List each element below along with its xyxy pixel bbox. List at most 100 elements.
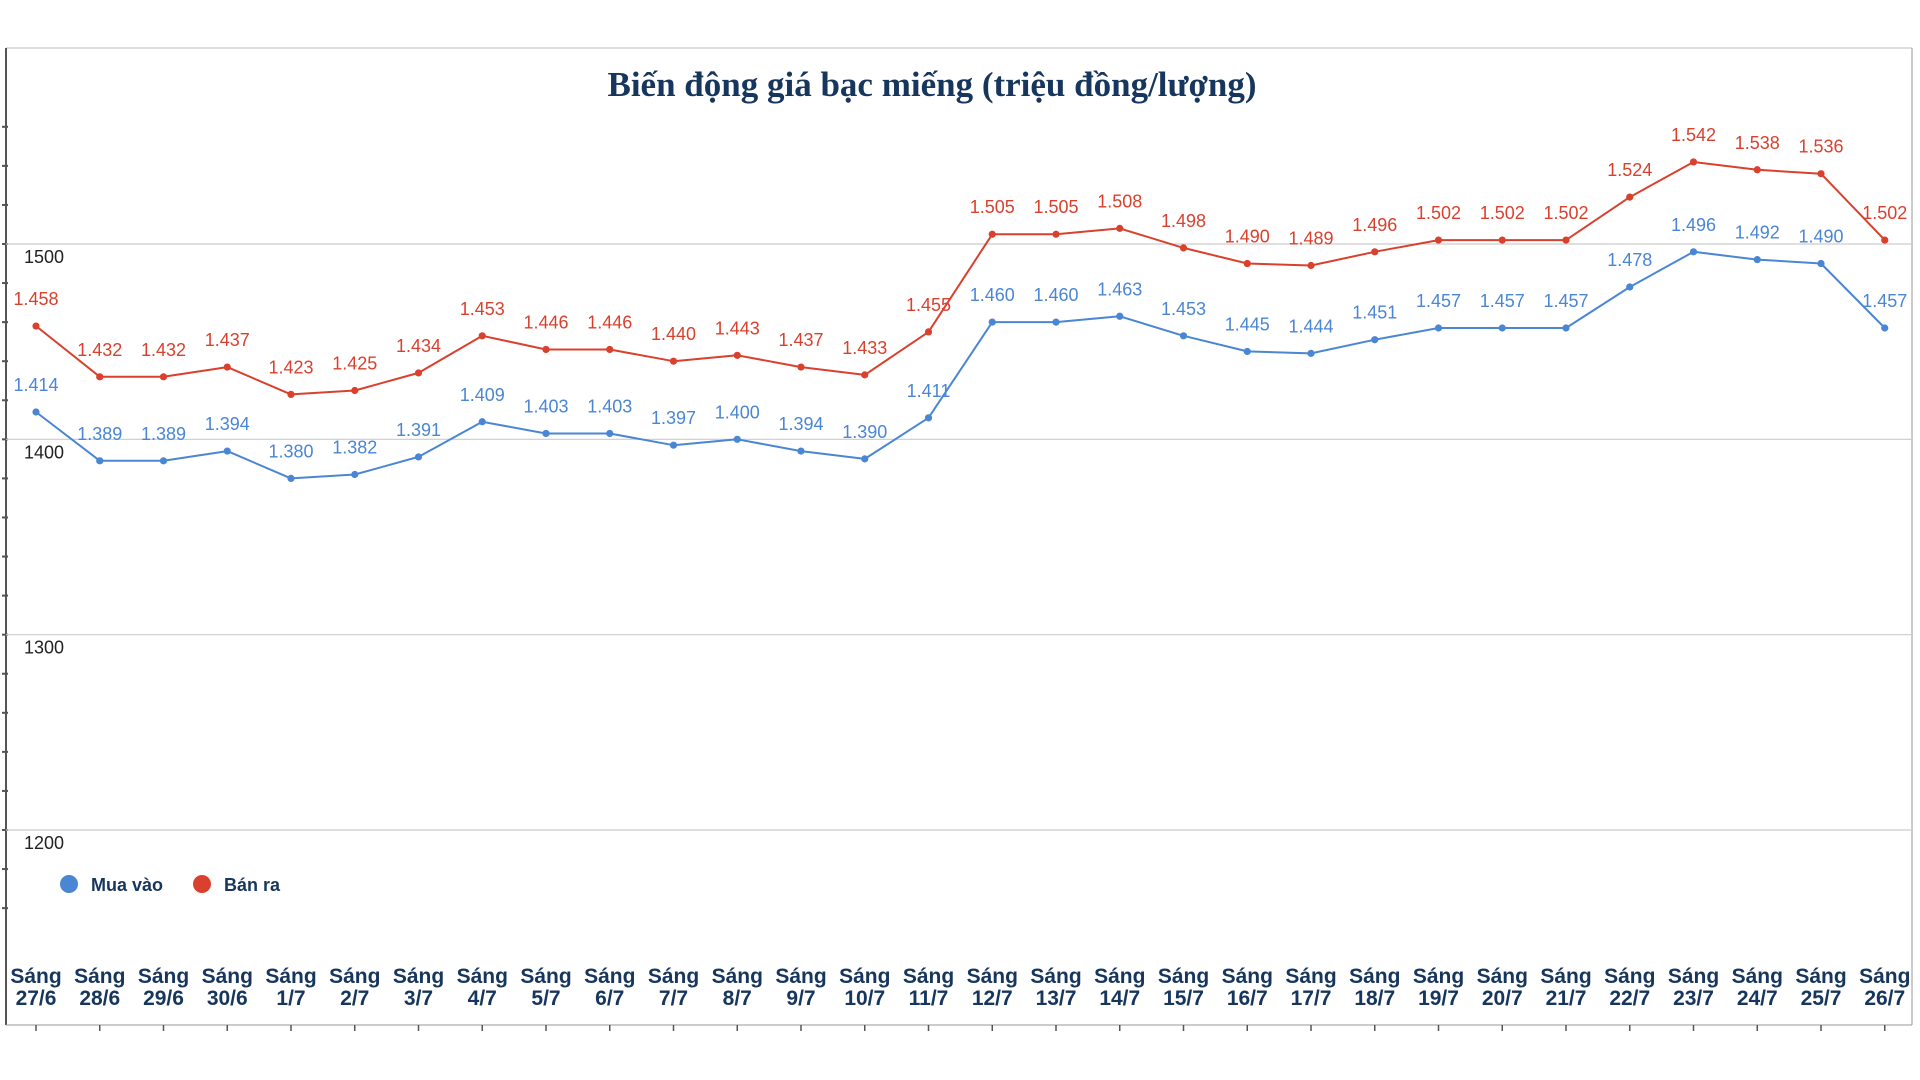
data-point[interactable] [1753,166,1761,174]
data-label: 1.380 [268,441,313,461]
data-point[interactable] [1371,336,1379,344]
data-point[interactable] [1243,347,1251,356]
data-point[interactable] [414,369,423,377]
data-point[interactable] [1371,248,1379,256]
data-point[interactable] [223,363,231,371]
data-point[interactable] [669,357,678,365]
data-label: 1.394 [778,414,823,434]
data-label: 1.390 [842,422,887,442]
x-category-date: 28/6 [79,987,120,1010]
data-label: 1.457 [1862,291,1907,311]
data-point[interactable] [1817,259,1825,268]
data-point[interactable] [1498,324,1506,332]
x-category-label: Sáng [393,965,444,988]
data-label: 1.505 [1033,197,1078,217]
data-point[interactable] [1179,244,1188,252]
data-point[interactable] [1562,236,1570,244]
data-point[interactable] [1243,259,1251,268]
x-category-label: Sáng [1285,965,1336,988]
data-point[interactable] [1052,318,1060,326]
data-point[interactable] [1753,256,1761,264]
data-point[interactable] [159,373,168,381]
data-point[interactable] [223,447,231,455]
data-point[interactable] [351,386,359,395]
data-label: 1.490 [1225,227,1270,247]
x-category-label: Sáng [1732,965,1783,988]
data-label: 1.502 [1862,203,1907,223]
x-category-label: Sáng [775,965,826,988]
x-category-label: Sáng [1859,965,1910,988]
legend-item-buy[interactable]: Mua vào [60,875,163,895]
data-point[interactable] [1179,332,1188,340]
data-point[interactable] [1052,230,1060,238]
data-label: 1.524 [1607,160,1652,180]
data-point[interactable] [287,474,295,482]
data-point[interactable] [32,408,40,416]
series-line-buy [35,250,1886,480]
data-point[interactable] [924,328,933,336]
data-point[interactable] [478,418,486,426]
data-point[interactable] [542,429,550,438]
data-point[interactable] [96,457,104,465]
x-category-date: 1/7 [276,987,305,1010]
data-point[interactable] [988,318,996,326]
data-point[interactable] [797,447,805,455]
data-label: 1.496 [1671,215,1716,235]
data-point[interactable] [1817,170,1825,178]
data-point[interactable] [1626,193,1634,201]
data-point[interactable] [1116,312,1124,320]
data-point[interactable] [606,345,614,354]
data-point[interactable] [861,371,869,379]
x-category-date: 10/7 [844,987,885,1010]
data-point[interactable] [1689,158,1698,166]
legend-label-buy: Mua vào [91,875,163,895]
data-point[interactable] [924,414,933,422]
data-point[interactable] [1434,236,1443,244]
data-point[interactable] [733,435,741,443]
data-label: 1.492 [1735,223,1780,243]
data-label: 1.451 [1352,303,1397,323]
data-point[interactable] [988,230,996,238]
data-point[interactable] [287,390,295,399]
data-label: 1.446 [523,312,568,332]
x-category-date: 11/7 [909,987,949,1010]
x-category-date: 29/6 [143,987,184,1010]
data-point[interactable] [1116,224,1124,232]
data-point[interactable] [1434,324,1443,332]
data-label: 1.409 [460,385,505,405]
data-label: 1.391 [396,420,441,440]
data-label: 1.443 [715,318,760,338]
data-point[interactable] [159,457,168,465]
x-category-date: 12/7 [972,987,1013,1010]
data-point[interactable] [797,363,805,371]
data-point[interactable] [96,373,104,381]
data-point[interactable] [1498,236,1506,244]
data-point[interactable] [606,429,614,438]
data-point[interactable] [1562,324,1570,332]
data-label: 1.490 [1798,227,1843,247]
x-category-label: Sáng [839,965,890,988]
data-point[interactable] [351,470,359,479]
data-label: 1.433 [842,338,887,358]
data-label: 1.496 [1352,215,1397,235]
data-point[interactable] [733,351,741,359]
data-point[interactable] [1307,349,1315,357]
data-point[interactable] [478,332,486,340]
legend-item-sell[interactable]: Bán ra [193,875,281,895]
data-point[interactable] [542,345,550,354]
data-point[interactable] [1881,324,1889,332]
data-point[interactable] [414,453,423,461]
data-point[interactable] [861,455,869,463]
x-category-label: Sáng [1540,965,1591,988]
data-point[interactable] [1689,248,1698,256]
data-point[interactable] [1626,283,1634,291]
data-point[interactable] [669,441,678,449]
data-label: 1.505 [970,197,1015,217]
data-point[interactable] [1881,236,1889,244]
data-label: 1.434 [396,336,441,356]
x-category-date: 16/7 [1227,987,1268,1010]
data-point[interactable] [32,322,40,330]
data-point[interactable] [1307,261,1315,270]
x-category-date: 6/7 [595,987,624,1010]
